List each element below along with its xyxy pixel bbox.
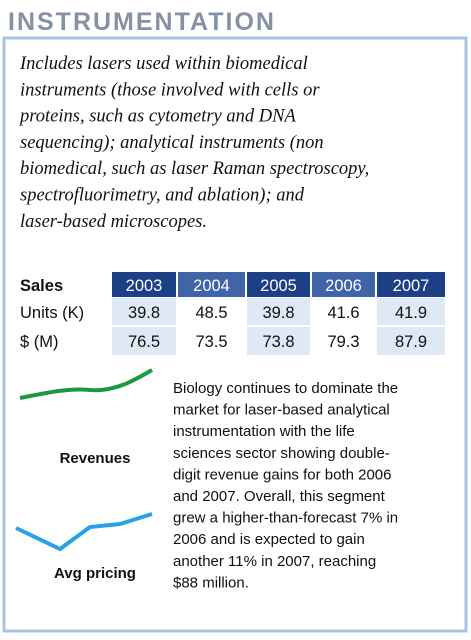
- header-cell: [112, 272, 176, 297]
- body-line: market for laser-based analytical: [173, 402, 390, 419]
- intro-line: Includes lasers used within biomedical: [19, 54, 308, 74]
- cell-text: 41.6: [327, 304, 359, 322]
- row-label: $ (M): [20, 333, 59, 351]
- cell: [312, 298, 375, 325]
- header-cell: [312, 272, 375, 297]
- row-label: Units (K): [20, 304, 84, 322]
- body-line: digit revenue gains for both 2006: [173, 466, 392, 483]
- cell-text: 73.8: [262, 333, 294, 351]
- header-cell: [247, 272, 310, 297]
- intro-line: proteins, such as cytometry and DNA: [18, 107, 296, 127]
- header-text: 2007: [393, 277, 430, 295]
- cell: [178, 327, 245, 355]
- frame: [2, 36, 468, 633]
- header-text: 2005: [260, 277, 297, 295]
- cell: [377, 298, 445, 325]
- body-line: and 2007. Overall, this segment: [173, 488, 386, 505]
- revenue-sparkline: [19, 368, 154, 400]
- pricing-label: Avg pricing: [54, 565, 136, 582]
- cell-text: 76.5: [128, 333, 160, 351]
- cell-text: 39.8: [128, 304, 160, 322]
- body-line: another 11% in 2007, reaching: [173, 553, 376, 570]
- title: INSTRUMENTATION: [8, 8, 276, 36]
- intro-line: laser-based microscopes.: [20, 212, 207, 232]
- intro: Includes lasers used within biomedical in…: [18, 54, 369, 232]
- header-text: 2004: [193, 277, 230, 295]
- pricing-sparkline: [15, 512, 153, 552]
- body-line: instrumentation with the life: [173, 423, 355, 440]
- cell: [112, 298, 176, 325]
- intro-line: spectrofluorimetry, and ablation); and: [20, 186, 305, 206]
- body-line: 2006 and is expected to gain: [173, 531, 365, 548]
- header-cell: [178, 272, 245, 297]
- body-line: sciences sector showing double-: [173, 445, 390, 462]
- cell: [377, 327, 445, 355]
- cell: [312, 327, 375, 355]
- header-text: Sales: [20, 277, 63, 295]
- cell-text: 73.5: [195, 333, 227, 351]
- cell-text: 39.8: [262, 304, 294, 322]
- cell-text: 79.3: [327, 333, 359, 351]
- body-line: Biology continues to dominate the: [173, 380, 398, 397]
- cell-text: 48.5: [195, 304, 227, 322]
- intro-line: sequencing); analytical instruments (non: [20, 133, 324, 153]
- header-text: 2003: [126, 277, 163, 295]
- body-text: Biology continues to dominate the market …: [173, 380, 398, 591]
- cell: [178, 298, 245, 325]
- cell: [247, 298, 310, 325]
- body-line: grew a higher-than-forecast 7% in: [173, 510, 398, 527]
- revenues-label: Revenues: [60, 450, 131, 467]
- intro-line: biomedical, such as laser Raman spectros…: [20, 159, 369, 179]
- cell: [247, 327, 310, 355]
- header-text: 2006: [325, 277, 362, 295]
- header-cell: [377, 272, 445, 297]
- cell-text: 41.9: [395, 304, 427, 322]
- intro-line: instruments (those involved with cells o…: [20, 80, 320, 100]
- body-line: $88 million.: [173, 574, 249, 591]
- sales-table: Sales 2003 2004 2005 2006 2007 Units (K) 39.8 48…: [20, 272, 445, 355]
- cell: [112, 327, 176, 355]
- cell-text: 87.9: [395, 333, 427, 351]
